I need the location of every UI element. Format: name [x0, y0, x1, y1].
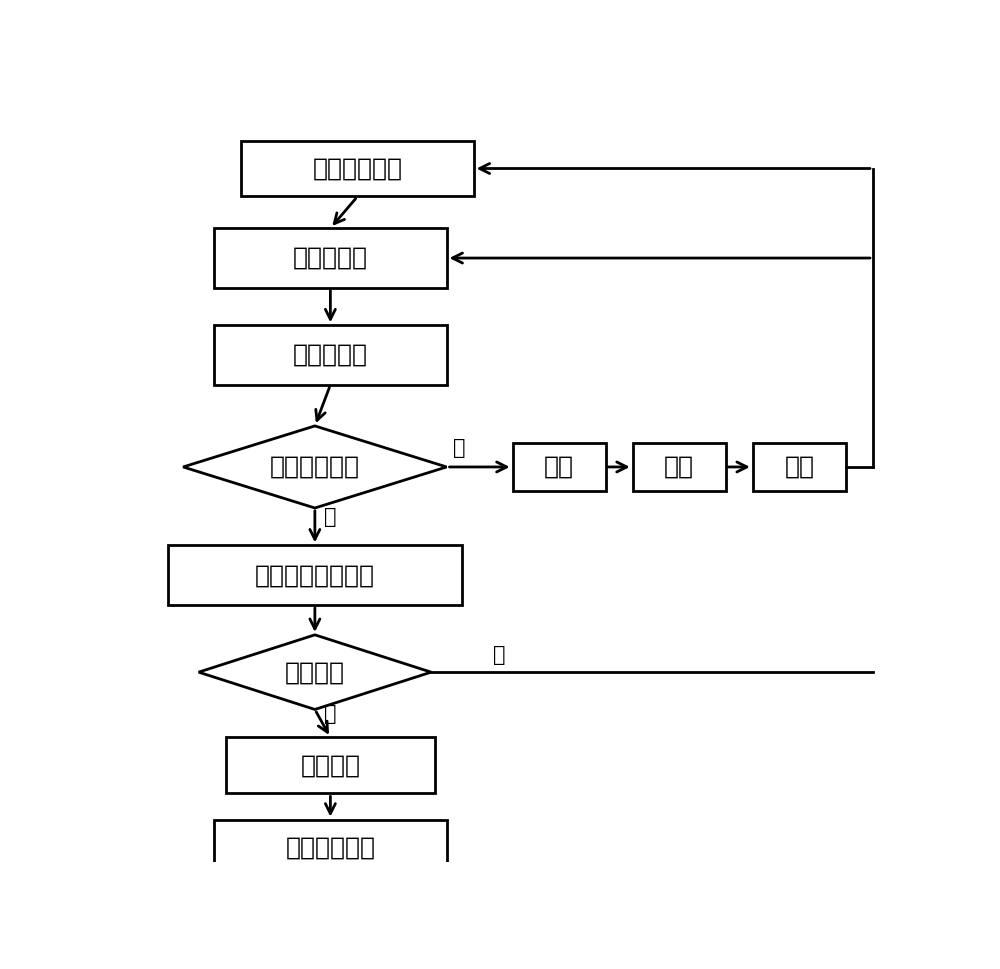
Text: 小波神经网络训练: 小波神经网络训练 [255, 563, 375, 587]
Text: 计算适应度: 计算适应度 [293, 343, 368, 367]
Bar [214, 326, 447, 385]
Polygon shape [199, 635, 431, 709]
Text: 是: 是 [324, 703, 337, 724]
Bar [214, 229, 447, 288]
Text: 否: 否 [453, 438, 465, 457]
Bar [214, 820, 447, 875]
Text: 计算目标值: 计算目标值 [293, 246, 368, 270]
Bar [226, 737, 435, 794]
Bar [512, 443, 606, 491]
Text: 交叉: 交叉 [664, 455, 694, 479]
Text: 网络测试: 网络测试 [285, 660, 345, 684]
Text: 样本分类: 样本分类 [300, 754, 360, 777]
Bar [753, 443, 846, 491]
Bar [633, 443, 726, 491]
Bar [168, 546, 462, 605]
Polygon shape [183, 426, 447, 508]
Text: 是: 是 [324, 507, 337, 527]
Text: 底质分类结果: 底质分类结果 [285, 835, 375, 860]
Text: 达到遗传要求: 达到遗传要求 [270, 455, 360, 479]
Bar [241, 141, 474, 197]
Text: 否: 否 [493, 645, 506, 665]
Text: 选择: 选择 [544, 455, 574, 479]
Text: 变异: 变异 [784, 455, 814, 479]
Text: 相关参数设置: 相关参数设置 [312, 157, 402, 180]
